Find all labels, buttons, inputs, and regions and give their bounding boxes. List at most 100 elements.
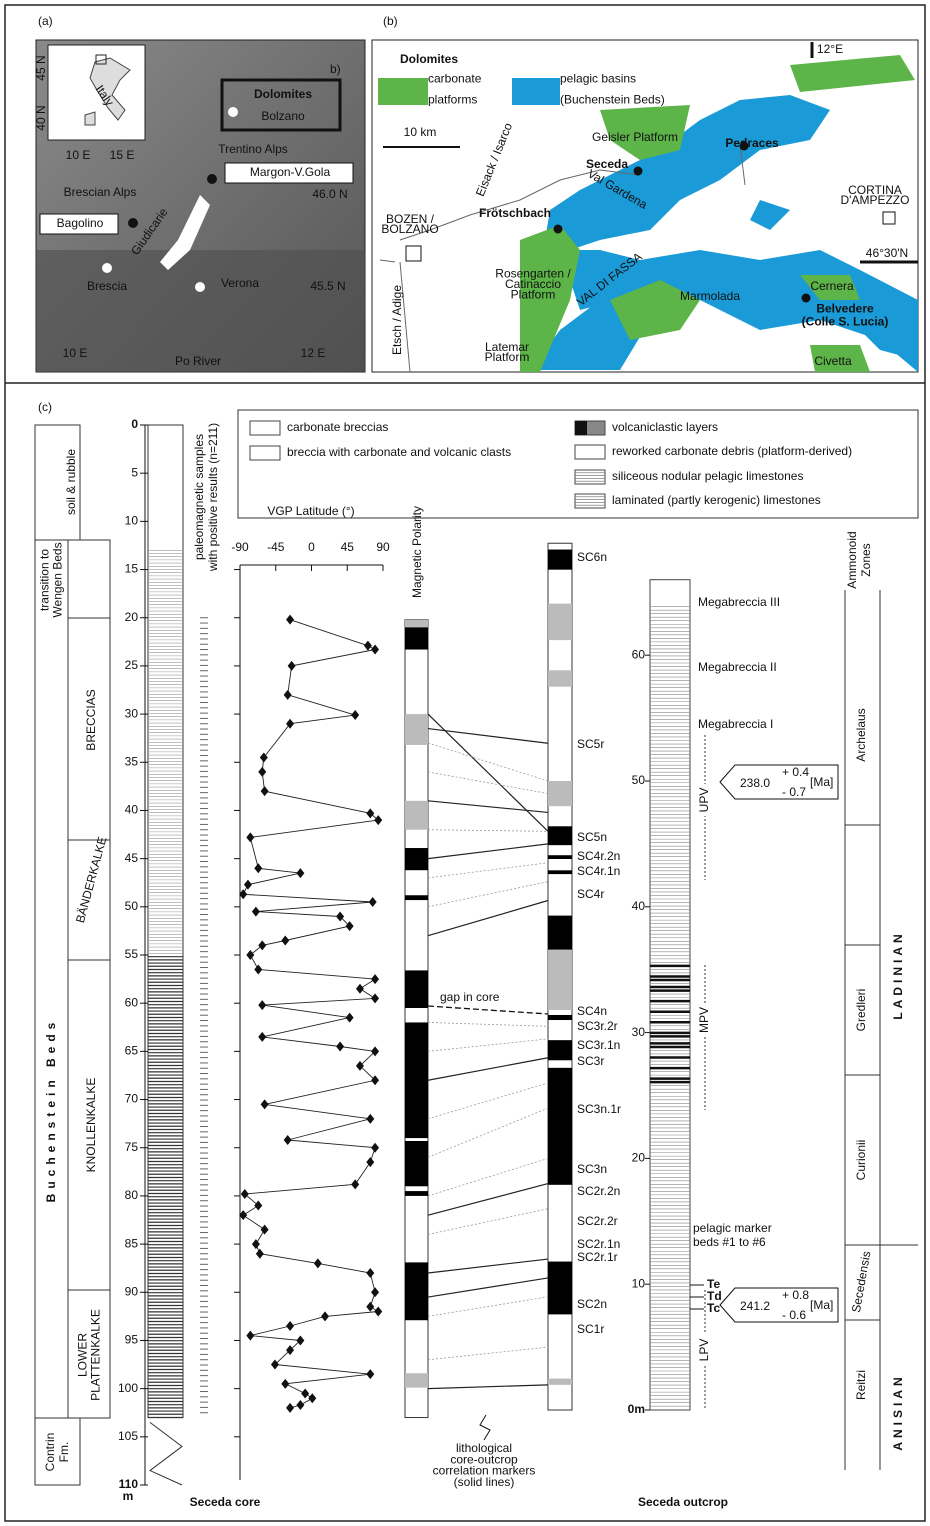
y-tick-label: 25 (125, 658, 139, 672)
vgp-point (368, 897, 377, 907)
vgp-point (258, 766, 267, 777)
vgp-point (254, 964, 263, 975)
vgp-point (371, 644, 380, 655)
rivers (379, 144, 746, 373)
legend-text: siliceous nodular pelagic limestones (612, 469, 803, 483)
place-dot (633, 166, 643, 176)
axis-title: paleomagnetic sampleswith positive resul… (192, 423, 220, 572)
vgp-point (355, 1060, 364, 1071)
label-line: Latemar (485, 340, 529, 354)
outcrop-tick-label: 0m (628, 1402, 645, 1416)
vgp-point (270, 1359, 279, 1370)
place-label: Brescia (87, 279, 127, 293)
chron-label: SC2r.2n (577, 1184, 620, 1198)
panel-label: (b) (383, 14, 398, 28)
normal-polarity (548, 870, 572, 875)
outer-border (4, 4, 926, 1522)
inset-box (95, 54, 107, 65)
label: 10 E (63, 346, 88, 360)
correlation-line (427, 1258, 549, 1274)
vgp-point (260, 1099, 269, 1110)
place-label: CORTINA D'AMPEZZO (841, 183, 910, 207)
normal-polarity (548, 1014, 572, 1021)
town-box (882, 211, 896, 225)
label-line: Seceda (586, 157, 628, 171)
correlation-line (427, 1346, 549, 1361)
y-tick-label: 100 (118, 1381, 138, 1395)
y-tick-label: 80 (125, 1188, 139, 1202)
chron-label: SC1r (577, 1322, 604, 1336)
vgp-point (281, 935, 290, 946)
normal-polarity (405, 627, 428, 650)
contrin-zigzag (149, 1421, 183, 1486)
vgp-point (366, 1113, 375, 1124)
correlation-line (427, 881, 549, 908)
y-tick-label: 105 (118, 1429, 138, 1443)
x-tick-label: -90 (231, 540, 249, 554)
normal-polarity (548, 826, 572, 846)
uncertain-polarity (548, 670, 572, 687)
zone-label: Gredleri (854, 989, 868, 1032)
vgp-point (260, 1224, 269, 1235)
y-tick-label: 20 (125, 610, 139, 624)
zone-label: Reitzi (854, 1370, 868, 1400)
vgp-point (366, 1301, 375, 1312)
vgp-point (258, 1031, 267, 1042)
y-tick-label: 5 (131, 465, 138, 479)
label: 46.0 N (312, 187, 347, 201)
vgp-point (345, 1012, 354, 1023)
arrow (479, 1414, 491, 1441)
label-bg (698, 1004, 712, 1036)
label-line: lithological (456, 1441, 512, 1455)
label-line: beds #1 to #6 (693, 1235, 766, 1249)
section-title: Seceda core (190, 1495, 261, 1509)
axis-title: Magnetic Polarity (410, 506, 424, 598)
correlation-line (427, 771, 549, 794)
vgp-point (246, 832, 255, 843)
legend-swatch (574, 469, 606, 485)
label-line: Civetta (814, 354, 852, 368)
label-line: BOZEN / (386, 212, 435, 226)
age-error: - 0.7 (782, 785, 806, 799)
y-tick-label: 70 (125, 1092, 139, 1106)
age-value: 238.0 (740, 776, 770, 790)
place-dot (128, 218, 138, 228)
label-line: transition to (38, 549, 52, 611)
y-tick-label: 50 (125, 899, 139, 913)
correlation-line (427, 1182, 549, 1216)
legend-text: reworked carbonate debris (platform-deri… (612, 444, 852, 458)
label-line: Geisler Platform (592, 130, 678, 144)
place-dot (207, 174, 217, 184)
legend-swatch (378, 78, 428, 105)
section-title: Seceda outcrop (638, 1495, 728, 1509)
vgp-line (242, 619, 380, 1409)
age-error: - 0.6 (782, 1308, 806, 1322)
label-line: Platform (485, 350, 530, 364)
y-tick-label: 15 (125, 562, 139, 576)
vgp-point (296, 1335, 305, 1346)
vgp-point (371, 974, 380, 985)
annotation: lithological core-outcrop correlation mark… (433, 1441, 536, 1489)
correlation-line (427, 862, 549, 879)
annotation: gap in core (440, 990, 500, 1004)
age-error: + 0.4 (782, 765, 809, 779)
correlation-line (427, 1208, 549, 1235)
label: b) (330, 62, 341, 76)
y-tick-label: 30 (125, 706, 139, 720)
legend-swatch (249, 445, 281, 461)
uncertain-polarity (405, 619, 428, 628)
label: 12°E (817, 42, 843, 56)
place-label: Latemar Platform (485, 340, 530, 364)
vgp-point (308, 1393, 317, 1404)
uncertain-polarity (405, 800, 428, 830)
place-dot (739, 141, 749, 151)
vgp-point (259, 752, 268, 763)
label-line: pelagic basins (560, 72, 636, 86)
vgp-point (286, 1345, 295, 1356)
place-label: Seceda (586, 157, 628, 171)
annotation: UPV (697, 788, 711, 813)
vgp-point (313, 1258, 322, 1269)
normal-polarity (548, 915, 572, 950)
vgp-point (301, 1388, 310, 1399)
legend-swatch-part (575, 421, 587, 435)
